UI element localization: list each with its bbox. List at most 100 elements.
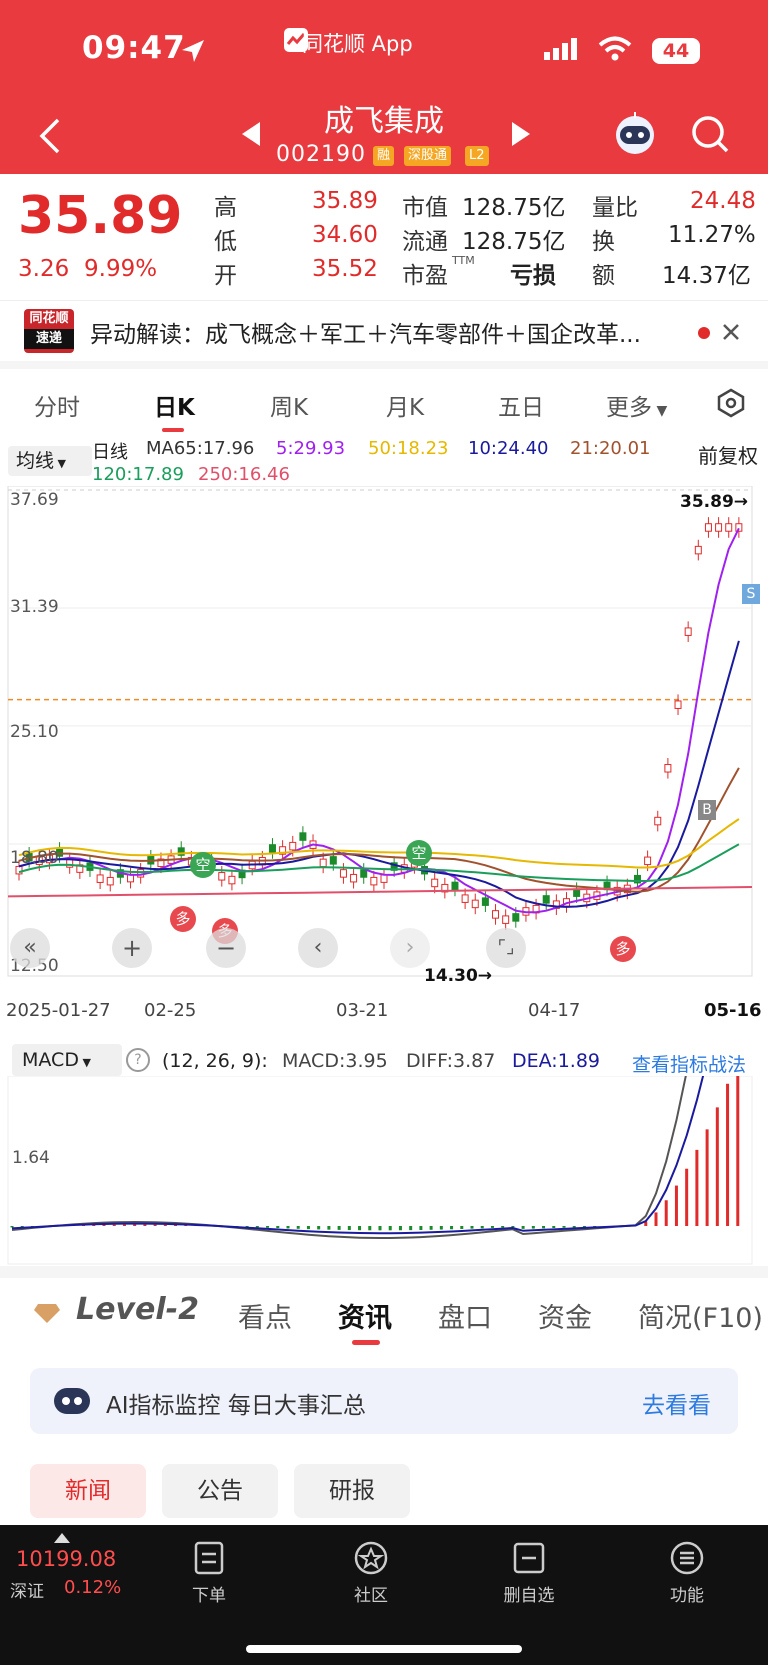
candle — [350, 873, 358, 883]
high-value: 35.89 — [312, 188, 378, 214]
scroll-left-icon[interactable]: ‹ — [298, 928, 338, 968]
amount-value: 14.37亿 — [662, 263, 751, 289]
tab-funds[interactable]: 资金 — [538, 1303, 592, 1334]
help-icon[interactable]: ? — [126, 1048, 150, 1072]
next-stock-icon[interactable] — [510, 120, 532, 148]
chip-research[interactable]: 研报 — [294, 1464, 410, 1518]
macd-selector[interactable]: MACD ▼ — [12, 1044, 122, 1076]
news-banner[interactable]: 同花顺 速递 异动解读：成飞概念＋军工＋汽车零部件＋国企改革... — [0, 300, 768, 369]
candle — [299, 832, 307, 841]
dea-value: DEA:1.89 — [512, 1050, 601, 1072]
robot-assistant-icon[interactable] — [612, 110, 658, 156]
fullscreen-icon[interactable]: ⌜⌟ — [486, 928, 526, 968]
community-button[interactable]: 社区 — [326, 1541, 416, 1606]
app-logo-icon — [284, 28, 308, 52]
order-button[interactable]: 下单 — [164, 1541, 254, 1606]
prev-stock-icon[interactable] — [240, 120, 262, 148]
low-value: 34.60 — [312, 222, 378, 248]
news-logo: 同花顺 速递 — [24, 309, 74, 353]
candle — [431, 878, 439, 888]
dea-line — [11, 1076, 705, 1235]
tab-news-info[interactable]: 资讯 — [338, 1303, 392, 1334]
x-tick-4: 05-16 — [704, 1000, 762, 1021]
candle — [380, 874, 388, 883]
chip-announcements[interactable]: 公告 — [162, 1464, 278, 1518]
short-signal-marker[interactable]: 空 — [190, 852, 216, 878]
battery-icon: 44 — [652, 38, 700, 64]
amount-label: 额 — [592, 263, 615, 289]
candle — [106, 876, 114, 886]
ma21-line — [18, 767, 740, 893]
sell-marker[interactable]: S — [742, 584, 760, 604]
tab-highlights[interactable]: 看点 — [238, 1303, 292, 1334]
document-icon — [194, 1541, 224, 1575]
zoom-in-icon[interactable]: + — [112, 928, 152, 968]
settings-hex-icon[interactable] — [716, 388, 746, 418]
back-chevron-icon[interactable] — [38, 118, 64, 154]
functions-button[interactable]: 功能 — [642, 1541, 732, 1606]
candle — [228, 875, 236, 885]
ma50-value: 50:18.23 — [368, 438, 449, 459]
candle — [218, 872, 226, 881]
kline-chart[interactable] — [0, 486, 768, 1036]
candle — [481, 897, 489, 906]
tab-intraday[interactable]: 分时 — [34, 395, 80, 421]
long-signal-marker[interactable]: 多 — [170, 906, 196, 932]
tab-more[interactable]: 更多 ▼ — [606, 395, 668, 421]
candle — [451, 881, 459, 891]
tab-weekly-k[interactable]: 周K — [270, 395, 309, 421]
tag-l2: L2 — [465, 146, 489, 166]
location-arrow-icon — [182, 40, 204, 62]
rewind-icon[interactable]: « — [10, 928, 50, 968]
stock-name: 成飞集成 — [324, 104, 444, 139]
macd-chart[interactable] — [0, 1076, 768, 1266]
search-icon[interactable] — [690, 114, 730, 158]
candle — [715, 523, 723, 532]
ma50-line — [18, 818, 740, 869]
scroll-right-icon[interactable]: › — [390, 928, 430, 968]
macd-params: (12, 26, 9): — [162, 1050, 268, 1072]
tag-connect: 深股通 — [404, 146, 452, 166]
zoom-out-icon[interactable]: − — [206, 928, 246, 968]
candle — [360, 869, 368, 878]
buy-marker[interactable]: B — [698, 800, 716, 820]
ma21-value: 21:20.01 — [570, 438, 651, 459]
candle — [694, 545, 702, 555]
open-value: 35.52 — [312, 256, 378, 282]
y-tick-0: 37.69 — [10, 490, 59, 510]
price-change: 3.26 — [18, 256, 70, 282]
indicator-selector[interactable]: 均线 ▼ — [8, 446, 92, 476]
y-tick-3: 18.80 — [10, 848, 59, 868]
candle — [461, 894, 469, 903]
diff-line — [11, 1076, 687, 1239]
turnover-value: 11.27% — [668, 222, 756, 248]
tab-profile[interactable]: 简况(F10) — [638, 1303, 763, 1334]
star-badge-icon — [354, 1541, 388, 1575]
candle — [177, 847, 185, 856]
candle — [735, 523, 743, 532]
level2-tab[interactable]: Level-2 — [76, 1292, 199, 1327]
ma250-line — [7, 886, 753, 898]
close-icon[interactable] — [722, 323, 740, 341]
index-value[interactable]: 10199.08 — [16, 1547, 117, 1571]
candle — [542, 895, 550, 904]
chip-news[interactable]: 新闻 — [30, 1464, 146, 1518]
price-adjust-label[interactable]: 前复权 — [698, 444, 758, 468]
remove-watchlist-button[interactable]: 删自选 — [484, 1541, 574, 1606]
ai-card-link[interactable]: 去看看 — [642, 1393, 711, 1419]
tab-daily-k[interactable]: 日K — [154, 395, 195, 421]
tab-five-day[interactable]: 五日 — [498, 395, 544, 421]
short-signal-marker[interactable]: 空 — [406, 840, 432, 866]
wifi-icon — [598, 36, 632, 61]
signal-icon — [544, 38, 578, 66]
long-signal-marker[interactable]: 多 — [610, 936, 636, 962]
candle — [644, 856, 652, 866]
indicator-strategy-link[interactable]: 查看指标战法 — [632, 1054, 747, 1076]
candle — [96, 874, 104, 883]
tab-order-book[interactable]: 盘口 — [438, 1303, 492, 1334]
tab-monthly-k[interactable]: 月K — [386, 395, 425, 421]
ai-monitor-card[interactable]: AI指标监控 每日大事汇总 去看看 — [30, 1368, 738, 1434]
mcap-value: 128.75亿 — [462, 195, 566, 221]
minus-box-icon — [513, 1542, 545, 1574]
pe-ttm-sup: TTM — [452, 254, 475, 267]
